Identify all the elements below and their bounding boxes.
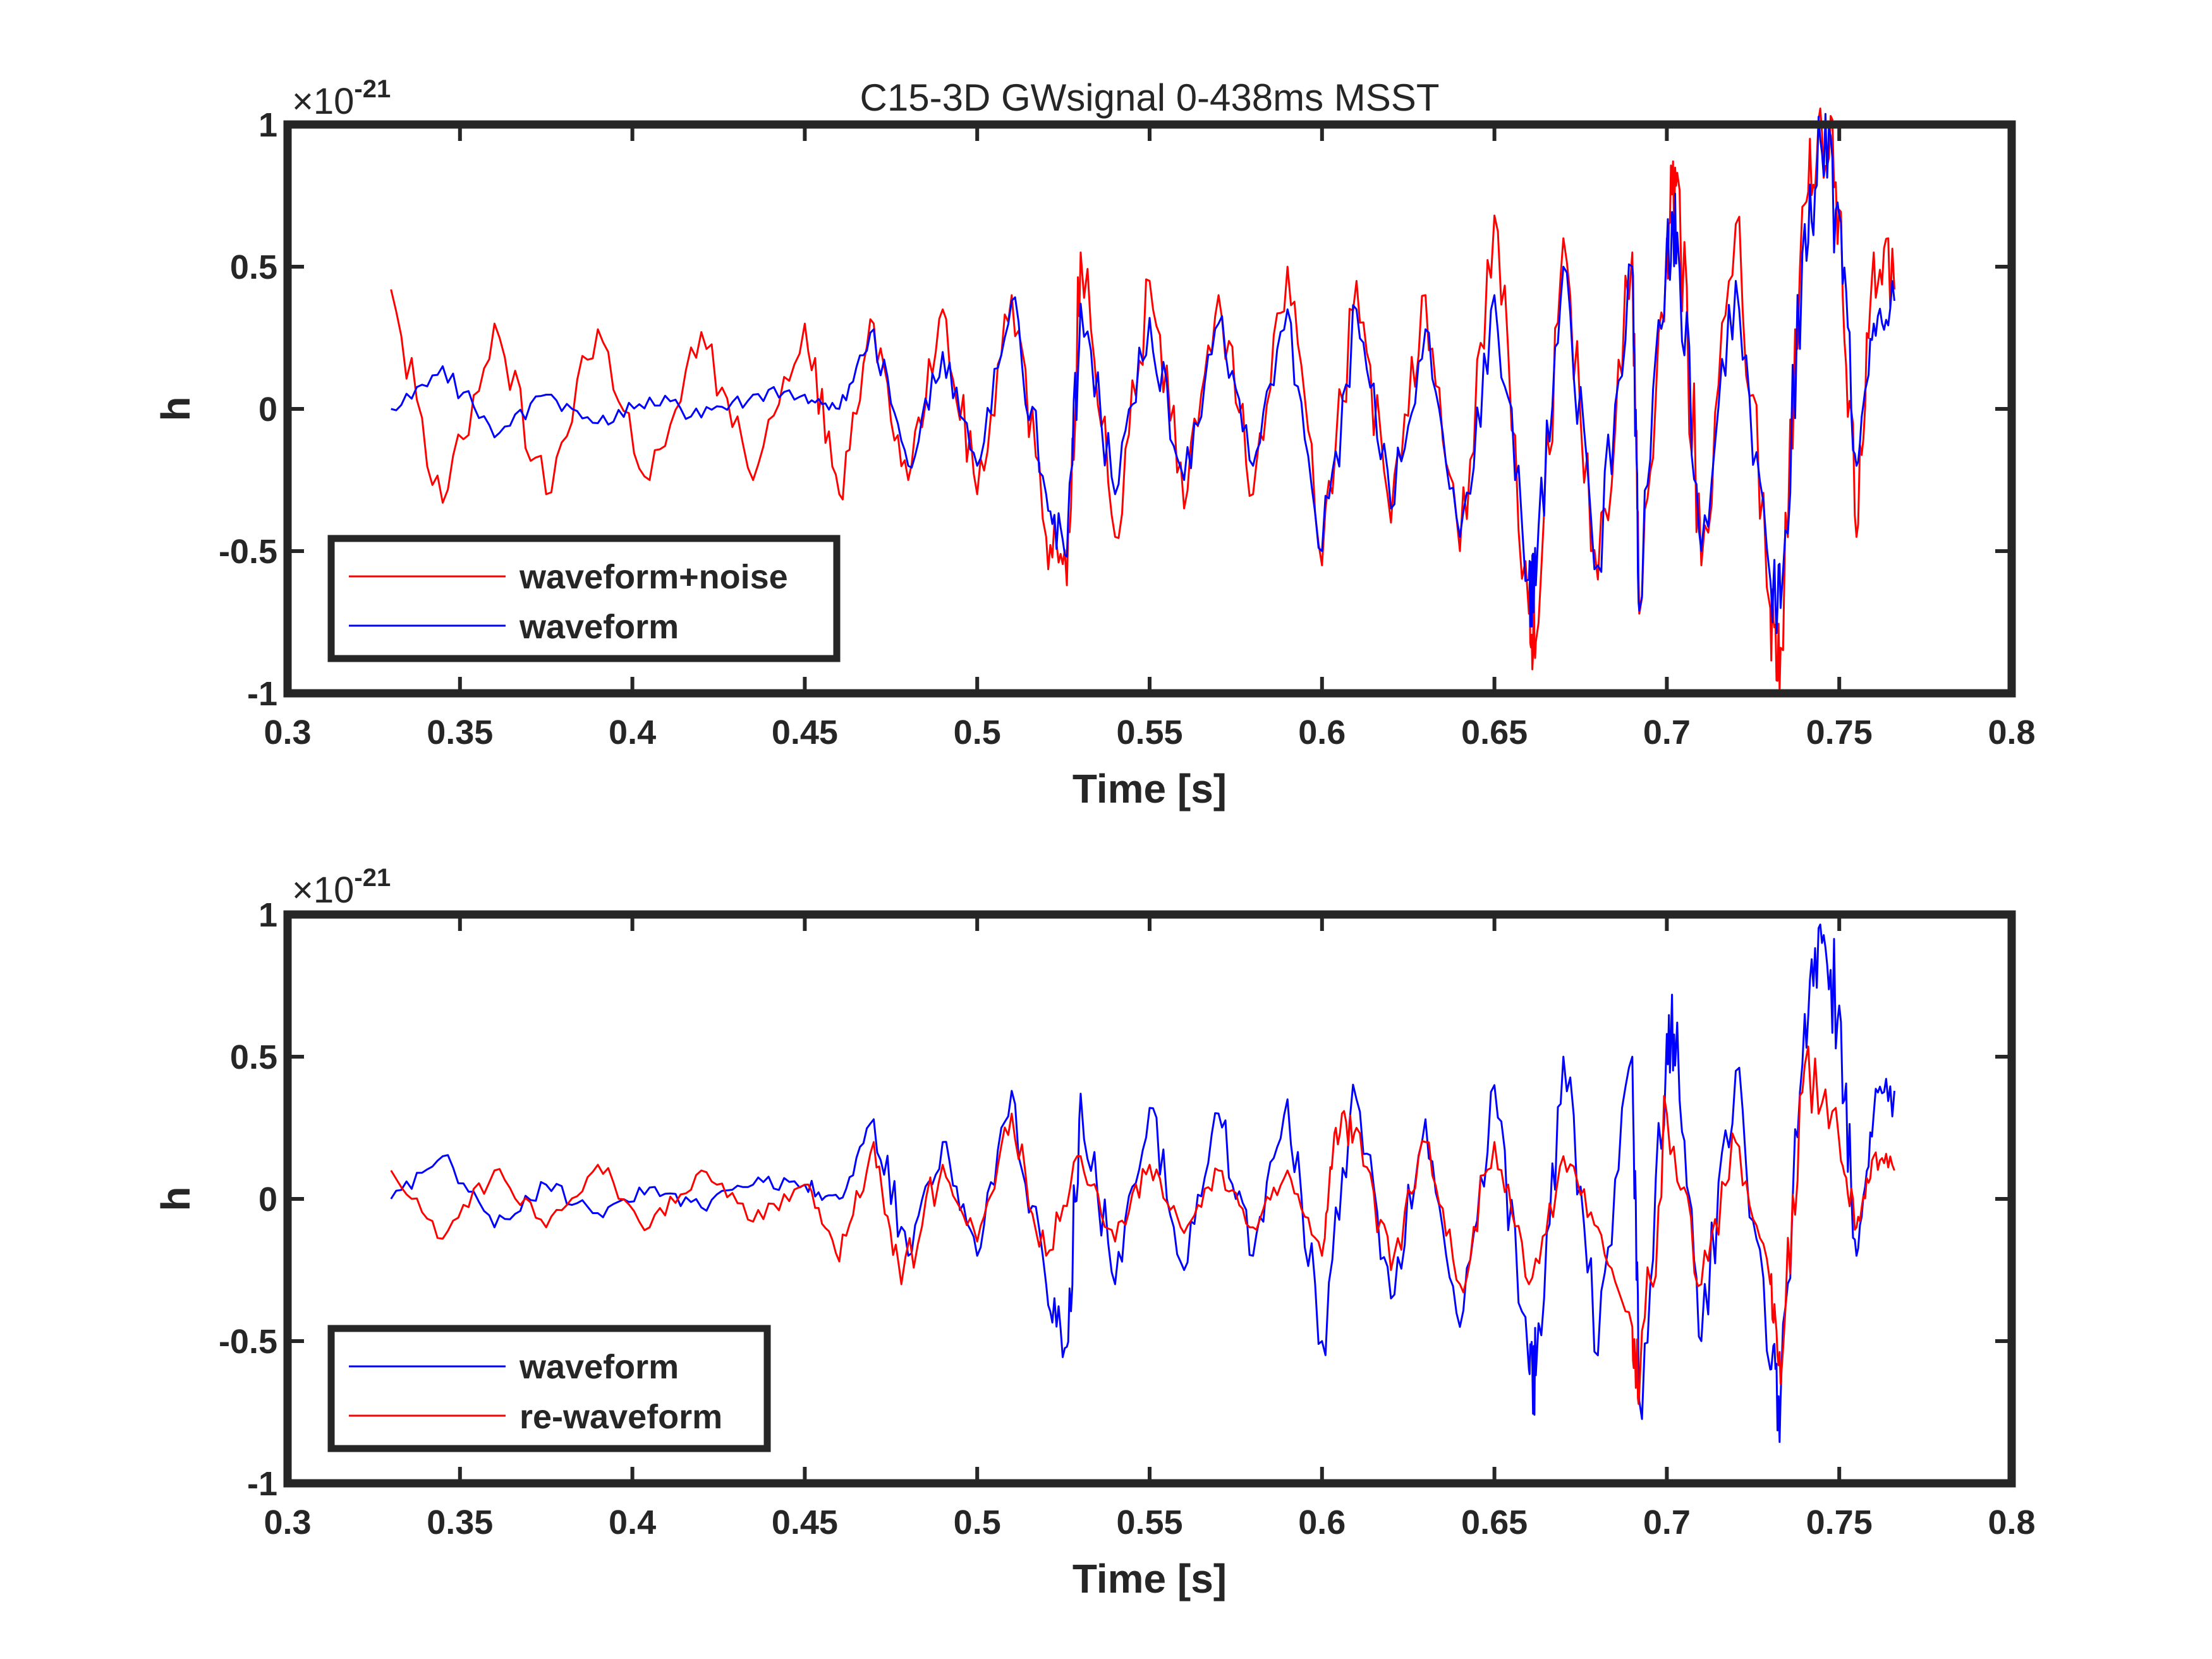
bottom-series-line-waveform: [390, 923, 1895, 1443]
bottom-xtick-label: 0.8: [1988, 1504, 2035, 1541]
bottom-ytick-label: -0.5: [219, 1323, 277, 1361]
top-xtick-label: 0.55: [1116, 714, 1182, 751]
bottom-ytick-label: 0.5: [230, 1038, 277, 1076]
bottom-ytick-label: 1: [258, 896, 277, 934]
bottom-legend: waveform re-waveform: [327, 1325, 771, 1452]
bottom-subplot: ×10-21 Time [s] h 0.3 0.35 0.4 0.45 0.5 0.55 0…: [153, 864, 2036, 1601]
bottom-xtick-label: 0.4: [609, 1504, 656, 1541]
top-series-line-waveform: [391, 112, 1895, 635]
bottom-xtick-label: 0.65: [1461, 1504, 1528, 1541]
top-xtick-label: 0.75: [1806, 714, 1873, 751]
bottom-ytick-label: 0: [258, 1181, 277, 1218]
top-y-exponent-power: -21: [354, 75, 391, 103]
top-xtick-label: 0.45: [772, 714, 838, 751]
top-xtick-label: 0.4: [609, 714, 656, 751]
bottom-ytick-label: -1: [247, 1465, 277, 1503]
bottom-xtick-label: 0.75: [1806, 1504, 1873, 1541]
top-series-line-waveform-noise: [390, 107, 1895, 691]
bottom-y-exponent-power: -21: [354, 864, 391, 892]
bottom-series-line-re-waveform: [390, 1045, 1895, 1405]
bottom-xtick-label: 0.35: [427, 1504, 493, 1541]
bottom-xtick-label: 0.7: [1643, 1504, 1691, 1541]
bottom-legend-box: [327, 1325, 771, 1452]
bottom-xtick-label: 0.45: [772, 1504, 838, 1541]
bottom-y-exponent: ×10-21: [292, 864, 391, 911]
top-ytick-label: 0.5: [230, 248, 277, 286]
bottom-legend-label-1: re-waveform: [520, 1398, 722, 1436]
bottom-x-axis-label: Time [s]: [1073, 1556, 1227, 1601]
bottom-series: [390, 923, 1895, 1443]
top-legend-box: [327, 535, 841, 662]
top-axes-box: [283, 120, 2016, 698]
top-subplot: C15-3D GWsignal 0-438ms MSST ×10-21 Time…: [153, 75, 2036, 811]
top-series: [390, 107, 1895, 691]
top-ytick-label: -0.5: [219, 533, 277, 571]
top-ytick-label: 1: [258, 106, 277, 144]
top-legend-label-1: waveform: [519, 608, 679, 646]
bottom-xtick-label: 0.3: [264, 1504, 311, 1541]
bottom-axes-box: [283, 910, 2016, 1488]
top-legend: waveform+noise waveform: [327, 535, 841, 662]
bottom-xtick-label: 0.5: [954, 1504, 1001, 1541]
bottom-y-axis-label: h: [153, 1186, 198, 1211]
top-y-exponent-base: ×10: [292, 81, 354, 122]
top-y-axis-label: h: [153, 396, 198, 421]
top-xtick-label: 0.65: [1461, 714, 1528, 751]
top-xtick-label: 0.6: [1298, 714, 1346, 751]
bottom-xtick-label: 0.6: [1298, 1504, 1346, 1541]
top-ytick-label: -1: [247, 675, 277, 713]
top-xtick-label: 0.3: [264, 714, 311, 751]
chart-title: C15-3D GWsignal 0-438ms MSST: [860, 76, 1440, 119]
bottom-y-exponent-base: ×10: [292, 870, 354, 911]
top-ytick-label: 0: [258, 391, 277, 428]
bottom-legend-label-0: waveform: [519, 1348, 679, 1386]
top-xtick-label: 0.8: [1988, 714, 2035, 751]
bottom-xtick-label: 0.55: [1116, 1504, 1182, 1541]
top-xtick-label: 0.7: [1643, 714, 1691, 751]
top-xtick-label: 0.35: [427, 714, 493, 751]
top-legend-label-0: waveform+noise: [519, 558, 788, 596]
top-y-exponent: ×10-21: [292, 75, 391, 122]
top-xtick-label: 0.5: [954, 714, 1001, 751]
top-x-axis-label: Time [s]: [1073, 766, 1227, 811]
